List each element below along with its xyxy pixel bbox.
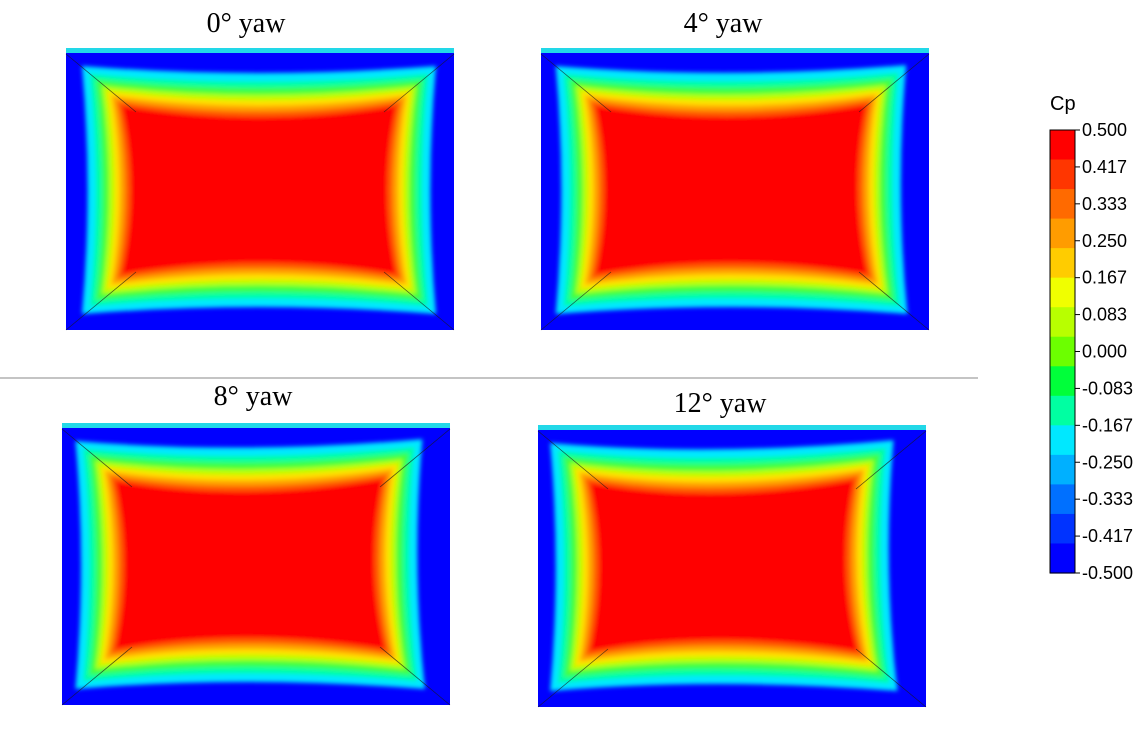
colorbar-ticks: 0.500 0.417 0.333 0.250 0.167 0.083 0.000 -0.08… [1075,120,1133,583]
mesh-diagonal [855,430,927,490]
mesh-diagonal [855,648,927,708]
edge-strip [541,48,929,53]
colorbar-swatch [1050,248,1075,279]
mesh-diagonal [379,646,451,706]
panel-12-yaw: 12° yaw [537,388,927,708]
colorbar-tick-label: -0.333 [1082,489,1133,509]
mesh-diagonal [61,428,133,488]
mesh-diagonal [858,271,930,331]
colorbar-swatch [1050,395,1075,426]
panel-4-yaw: 4° yaw [540,8,930,331]
colorbar-swatch [1050,454,1075,485]
colorbar-title: Cp [1050,93,1076,115]
panel-title: 0° yaw [207,8,287,39]
colorbar-swatch [1050,189,1075,220]
mesh-diagonal [537,648,609,708]
colorbar-swatch [1050,513,1075,545]
cp-contour-field [65,48,455,331]
colorbar-tick-label: 0.167 [1082,268,1127,288]
colorbar: Cp 0.500 0.417 0.333 0.250 0.167 0.083 0.000 -0… [1049,93,1133,583]
colorbar-tick-label: 0.083 [1082,305,1127,325]
mesh-diagonal [383,271,455,331]
mesh-diagonal [858,53,930,113]
cp-contour-field [61,423,451,706]
edge-strip [66,48,454,53]
colorbar-swatch [1050,425,1075,456]
colorbar-swatch [1050,336,1075,367]
colorbar-tick-label: -0.167 [1082,415,1133,435]
colorbar-swatch [1050,159,1075,190]
mesh-diagonal [61,646,133,706]
mesh-diagonal [65,271,137,331]
colorbar-swatch [1050,218,1075,249]
colorbar-swatches [1049,129,1076,574]
colorbar-swatch [1050,543,1075,574]
panel-title: 12° yaw [674,388,768,419]
colorbar-swatch [1050,484,1075,515]
panel-title: 8° yaw [214,381,294,412]
mesh-diagonal [65,53,137,113]
mesh-diagonal [379,428,451,488]
mesh-diagonal [537,430,609,490]
colorbar-swatch [1050,366,1075,397]
colorbar-tick-label: 0.500 [1082,120,1127,140]
mesh-diagonal [540,53,612,113]
cp-contour-field [537,425,927,708]
colorbar-tick-label: -0.417 [1082,526,1133,546]
colorbar-tick-label: -0.083 [1082,378,1133,398]
cp-contour-band [590,480,858,651]
edge-strip [538,425,926,430]
colorbar-swatch [1050,130,1075,161]
cp-contour-band [115,479,385,649]
colorbar-tick-label: 0.000 [1082,342,1127,362]
cp-contour-band [595,105,868,274]
mesh-diagonal [383,53,455,113]
panel-0-yaw: 0° yaw [65,8,455,331]
colorbar-tick-label: -0.250 [1082,452,1133,472]
mesh-diagonal [540,271,612,331]
cp-contour-band [122,106,396,274]
colorbar-swatch [1050,277,1075,308]
edge-strip [62,423,450,428]
panel-title: 4° yaw [684,8,764,39]
colorbar-swatch [1050,307,1075,338]
colorbar-tick-label: 0.333 [1082,194,1127,214]
colorbar-tick-label: -0.500 [1082,563,1133,583]
panel-8-yaw: 8° yaw [61,381,451,706]
cp-contour-field [540,48,930,331]
colorbar-tick-label: 0.417 [1082,157,1127,177]
colorbar-tick-label: 0.250 [1082,231,1127,251]
